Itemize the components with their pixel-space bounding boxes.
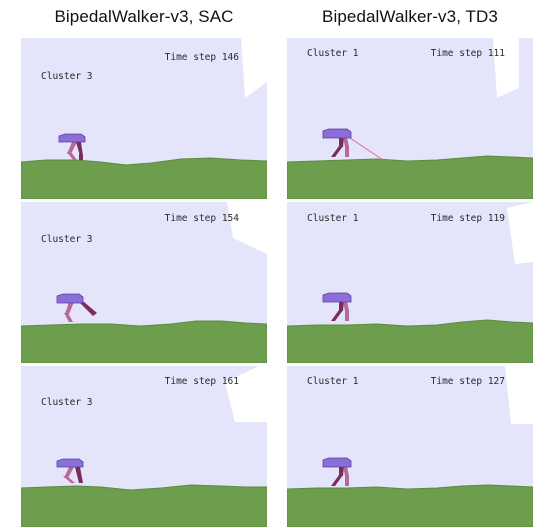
- timestep-label: Time step 119: [430, 213, 505, 224]
- ground: [21, 320, 267, 363]
- front-leg: [343, 466, 349, 476]
- td3-frame-1-scene: [287, 38, 533, 199]
- td3-column-title: BipedalWalker-v3, TD3: [322, 7, 498, 26]
- timestep-label: Time step 146: [164, 52, 239, 63]
- walker: [322, 457, 352, 486]
- cluster-label: Cluster 1: [307, 376, 359, 387]
- finish-sign: [241, 38, 267, 98]
- front-shin: [67, 152, 77, 160]
- walker: [322, 128, 352, 157]
- sac-frame-2: Cluster 3 Time step 154: [21, 202, 267, 363]
- timestep-label: Time step 154: [164, 213, 239, 224]
- hull: [322, 457, 352, 468]
- finish-sign: [505, 366, 533, 424]
- cluster-label: Cluster 3: [41, 71, 93, 82]
- sac-frame-3-scene: [21, 366, 267, 527]
- back-leg: [339, 301, 344, 311]
- hull: [58, 133, 86, 143]
- ground: [287, 155, 533, 199]
- sac-frame-1: Cluster 3 Time step 146: [21, 38, 267, 199]
- hull: [56, 293, 84, 304]
- ground: [21, 484, 267, 527]
- front-shin: [63, 476, 75, 483]
- front-leg: [65, 302, 74, 314]
- back-leg: [75, 467, 83, 483]
- back-shin: [79, 154, 83, 160]
- hull: [56, 458, 84, 468]
- back-leg: [76, 142, 83, 156]
- back-shin: [331, 310, 343, 321]
- walker: [58, 133, 86, 160]
- td3-frame-2: Cluster 1 Time step 119: [287, 202, 533, 363]
- front-shin: [345, 475, 349, 486]
- front-leg: [343, 137, 349, 147]
- ground: [287, 319, 533, 363]
- front-shin: [345, 146, 349, 157]
- sac-column-title: BipedalWalker-v3, SAC: [54, 7, 234, 26]
- ground: [21, 157, 267, 199]
- walker: [56, 293, 97, 322]
- cluster-label: Cluster 1: [307, 48, 359, 59]
- back-leg: [79, 302, 97, 316]
- cluster-label: Cluster 1: [307, 213, 359, 224]
- walker: [322, 292, 352, 321]
- td3-frame-2-scene: [287, 202, 533, 363]
- hull: [322, 292, 352, 303]
- front-shin: [64, 313, 73, 322]
- front-shin: [345, 310, 349, 321]
- timestep-label: Time step 111: [430, 48, 505, 59]
- td3-frame-1: Cluster 1 Time step 111: [287, 38, 533, 199]
- back-shin: [331, 146, 343, 157]
- finish-sign: [507, 202, 533, 264]
- walker: [56, 458, 84, 483]
- finish-sign: [225, 366, 267, 422]
- lidar-ray: [346, 135, 384, 161]
- back-shin: [331, 475, 343, 486]
- td3-frame-3: Cluster 1 Time step 127: [287, 366, 533, 527]
- back-leg: [339, 466, 344, 476]
- sac-frame-2-scene: [21, 202, 267, 363]
- front-leg: [67, 142, 77, 154]
- front-leg: [64, 467, 74, 478]
- finish-sign: [227, 202, 267, 254]
- cluster-label: Cluster 3: [41, 397, 93, 408]
- ground: [287, 484, 533, 527]
- cluster-label: Cluster 3: [41, 234, 93, 245]
- sac-frame-1-scene: [21, 38, 267, 199]
- hull: [322, 128, 352, 139]
- sac-frame-3: Cluster 3 Time step 161: [21, 366, 267, 527]
- finish-sign: [493, 38, 519, 98]
- timestep-label: Time step 161: [164, 376, 239, 387]
- timestep-label: Time step 127: [430, 376, 505, 387]
- td3-frame-3-scene: [287, 366, 533, 527]
- back-leg: [339, 137, 344, 147]
- front-leg: [343, 301, 349, 311]
